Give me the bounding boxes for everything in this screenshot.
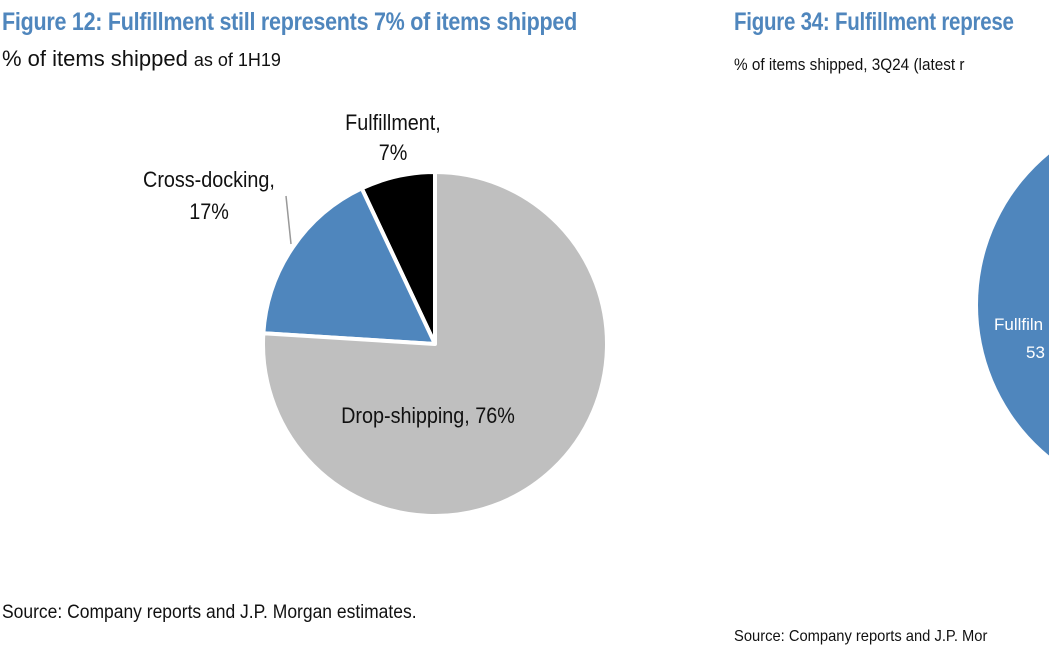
left-figure-panel: Figure 12: Fulfillment still represents … [2,8,609,623]
right-pie-chart: Fullfiln 53 [978,154,1049,456]
cross-docking-leader-line [285,195,292,245]
drop-shipping-slice [261,170,609,518]
fulfillment-label-line2: 7% [379,141,408,165]
right-pie-label-line2: 53 [1026,343,1045,362]
left-figure-subtitle: % of items shipped as of 1H19 [2,46,281,72]
left-subtitle-note: as of 1H19 [193,50,281,70]
right-pie-slice [978,154,1049,456]
right-figure-title: Figure 34: Fulfillment represe [734,8,1014,36]
pie-chart: Fulfillment, 7% Cross-docking, 17% Drop-ship… [143,111,609,518]
fulfillment-label-line1: Fulfillment, [345,111,441,135]
left-subtitle-text: % of items shipped [2,46,188,71]
left-figure-title: Figure 12: Fulfillment still represents … [2,8,577,36]
cross-docking-slice [261,186,437,346]
cross-docking-label-line1: Cross-docking, [143,168,275,192]
right-figure-subtitle: % of items shipped, 3Q24 (latest r [734,55,965,74]
pie-slices [261,170,609,518]
pie-labels: Fulfillment, 7% Cross-docking, 17% Drop-ship… [143,111,515,428]
right-figure-panel: Figure 34: Fulfillment represe % of item… [728,0,1049,656]
left-source-note: Source: Company reports and J.P. Morgan … [2,602,417,623]
cross-docking-label-line2: 17% [189,200,229,224]
right-source-note: Source: Company reports and J.P. Mor [734,628,988,645]
drop-shipping-label-line1: Drop-shipping, 76% [341,404,515,428]
right-pie-label-line1: Fullfiln [994,315,1043,334]
